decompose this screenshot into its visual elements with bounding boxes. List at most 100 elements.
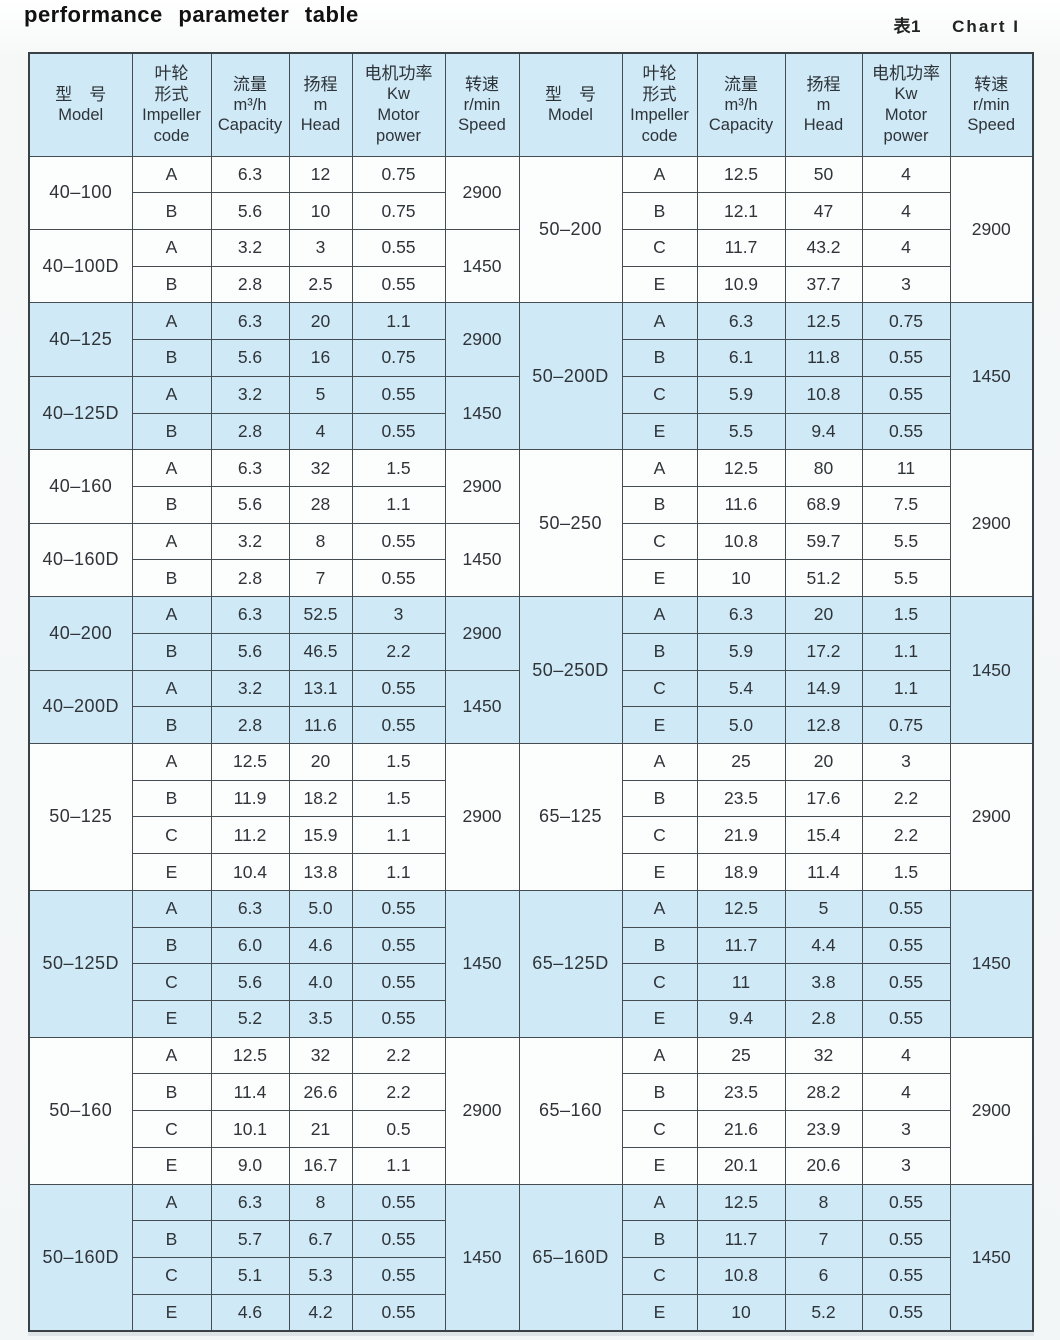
capacity-cell-right: 5.9: [696, 375, 786, 414]
header-line: Motor: [884, 106, 928, 125]
capacity-cell-right: 11.7: [696, 228, 786, 267]
speed-cell-left: 2900: [444, 302, 520, 377]
capacity-cell-right: 12.5: [696, 155, 786, 194]
impeller-code-cell-left: A: [131, 669, 212, 708]
header-line: Impeller: [630, 106, 689, 125]
capacity-cell-right: 10.9: [696, 265, 786, 304]
header-line: r/min: [972, 95, 1010, 114]
head-cell-right: 28.2: [784, 1073, 863, 1112]
capacity-cell-left: 6.3: [210, 449, 290, 487]
header-line: Capacity: [217, 116, 283, 135]
capacity-cell-left: 3.2: [210, 522, 290, 561]
power-cell-left: 0.55: [351, 1293, 446, 1332]
impeller-code-cell-right: B: [621, 485, 698, 524]
power-cell-left: 0.55: [351, 963, 446, 1002]
impeller-code-cell-left: A: [131, 1183, 212, 1222]
column-header-power-left: 电机功率 Kw Motor power: [351, 52, 446, 157]
impeller-code-cell-right: C: [621, 522, 698, 561]
head-cell-right: 3.8: [784, 963, 863, 1002]
column-header-capacity-right: 流量 m³/h Capacity: [696, 52, 786, 157]
capacity-cell-left: 2.8: [210, 706, 290, 744]
head-cell-right: 15.4: [784, 816, 863, 855]
power-cell-right: 1.5: [861, 853, 951, 891]
impeller-code-cell-left: B: [131, 265, 212, 304]
power-cell-right: 4: [861, 1036, 951, 1075]
impeller-code-cell-right: A: [621, 1036, 698, 1075]
capacity-cell-left: 6.3: [210, 889, 290, 928]
head-cell-right: 59.7: [784, 522, 863, 561]
header-line: 电机功率: [872, 64, 940, 84]
capacity-cell-right: 5.9: [696, 632, 786, 671]
column-header-impeller-left: 叶轮 形式 Impeller code: [131, 52, 212, 157]
power-cell-right: 0.75: [861, 706, 951, 744]
capacity-cell-right: 5.4: [696, 669, 786, 708]
table-row: 50–125 A 12.5 20 1.5 2900 65–125 A 25 20 3 2900: [28, 743, 1034, 891]
head-cell-left: 4.2: [288, 1293, 353, 1332]
power-cell-right: 1.1: [861, 632, 951, 671]
model-cell-left: 40–125: [28, 302, 133, 377]
power-cell-left: 0.55: [351, 522, 446, 561]
power-cell-right: 4: [861, 228, 951, 267]
impeller-code-cell-right: A: [621, 449, 698, 487]
header-line: Model: [548, 106, 593, 125]
header-line: m: [816, 95, 831, 114]
impeller-code-cell-right: C: [621, 669, 698, 708]
header-line: Kw: [387, 85, 410, 104]
table-row: C 5.6 4.0 0.55 C 11 3.8 0.55: [29, 963, 1033, 1002]
model-cell-right: 50–250D: [518, 596, 623, 744]
impeller-code-cell-left: A: [131, 596, 212, 634]
table-row: 40–200D A 3.2 13.1 0.55 1450 C 5.4 14.9 1.1: [28, 669, 1033, 745]
header-line: r/min: [463, 95, 501, 114]
capacity-cell-right: 5.0: [696, 706, 786, 744]
speed-cell-left: 1450: [444, 522, 520, 598]
power-cell-right: 3: [861, 265, 951, 304]
capacity-cell-left: 9.0: [210, 1146, 290, 1185]
impeller-code-cell-left: B: [131, 485, 212, 524]
impeller-code-cell-right: A: [621, 155, 698, 194]
power-cell-left: 0.55: [351, 1000, 446, 1038]
capacity-cell-left: 3.2: [210, 375, 290, 414]
head-cell-left: 8: [288, 522, 353, 561]
capacity-cell-right: 12.5: [696, 449, 786, 487]
head-cell-left: 3.5: [288, 1000, 353, 1038]
impeller-code-cell-right: B: [621, 339, 698, 377]
capacity-cell-left: 6.3: [210, 1183, 290, 1222]
table-row: B 2.8 11.6 0.55 E 5.0 12.8 0.75: [29, 706, 1033, 744]
capacity-cell-left: 12.5: [210, 1036, 290, 1075]
power-cell-right: 7.5: [861, 485, 951, 524]
capacity-cell-left: 3.2: [210, 669, 290, 708]
table-row: B 11.9 18.2 1.5 B 23.5 17.6 2.2: [29, 779, 1033, 818]
power-cell-left: 0.55: [351, 559, 446, 598]
head-cell-right: 20: [784, 743, 863, 781]
speed-cell-left: 2900: [444, 596, 520, 671]
head-cell-left: 46.5: [288, 632, 353, 671]
power-cell-right: 2.2: [861, 816, 951, 855]
model-cell-right: 65–125D: [518, 889, 623, 1038]
header-line: m³/h: [724, 95, 758, 114]
impeller-code-cell-right: C: [621, 1257, 698, 1295]
model-cell-left: 50–160: [28, 1036, 133, 1185]
model-cell-left: 40–160D: [28, 522, 133, 598]
capacity-cell-left: 10.1: [210, 1110, 290, 1148]
capacity-cell-right: 23.5: [696, 1073, 786, 1112]
header-line: 扬程: [303, 74, 338, 94]
impeller-code-cell-left: B: [131, 412, 212, 451]
model-cell-right: 65–160: [518, 1036, 623, 1185]
impeller-code-cell-right: C: [621, 228, 698, 267]
head-cell-right: 11.4: [784, 853, 863, 891]
head-cell-right: 2.8: [784, 1000, 863, 1038]
table-row: B 2.8 2.5 0.55 E 10.9 37.7 3: [29, 265, 1033, 304]
table-row: C 5.1 5.3 0.55 C 10.8 6 0.55: [29, 1257, 1033, 1295]
impeller-code-cell-right: B: [621, 779, 698, 818]
impeller-code-cell-left: E: [131, 1000, 212, 1038]
capacity-cell-right: 6.1: [696, 339, 786, 377]
capacity-cell-right: 12.5: [696, 1183, 786, 1222]
model-cell-left: 40–200: [28, 596, 133, 671]
impeller-code-cell-right: C: [621, 1110, 698, 1148]
speed-cell-left: 1450: [444, 228, 520, 304]
capacity-cell-left: 11.2: [210, 816, 290, 855]
speed-cell-right: 1450: [949, 1183, 1034, 1332]
table-row: 40–100D A 3.2 3 0.55 1450 C 11.7 43.2 4: [28, 228, 1033, 304]
power-cell-left: 1.5: [351, 743, 446, 781]
head-cell-right: 20.6: [784, 1146, 863, 1185]
